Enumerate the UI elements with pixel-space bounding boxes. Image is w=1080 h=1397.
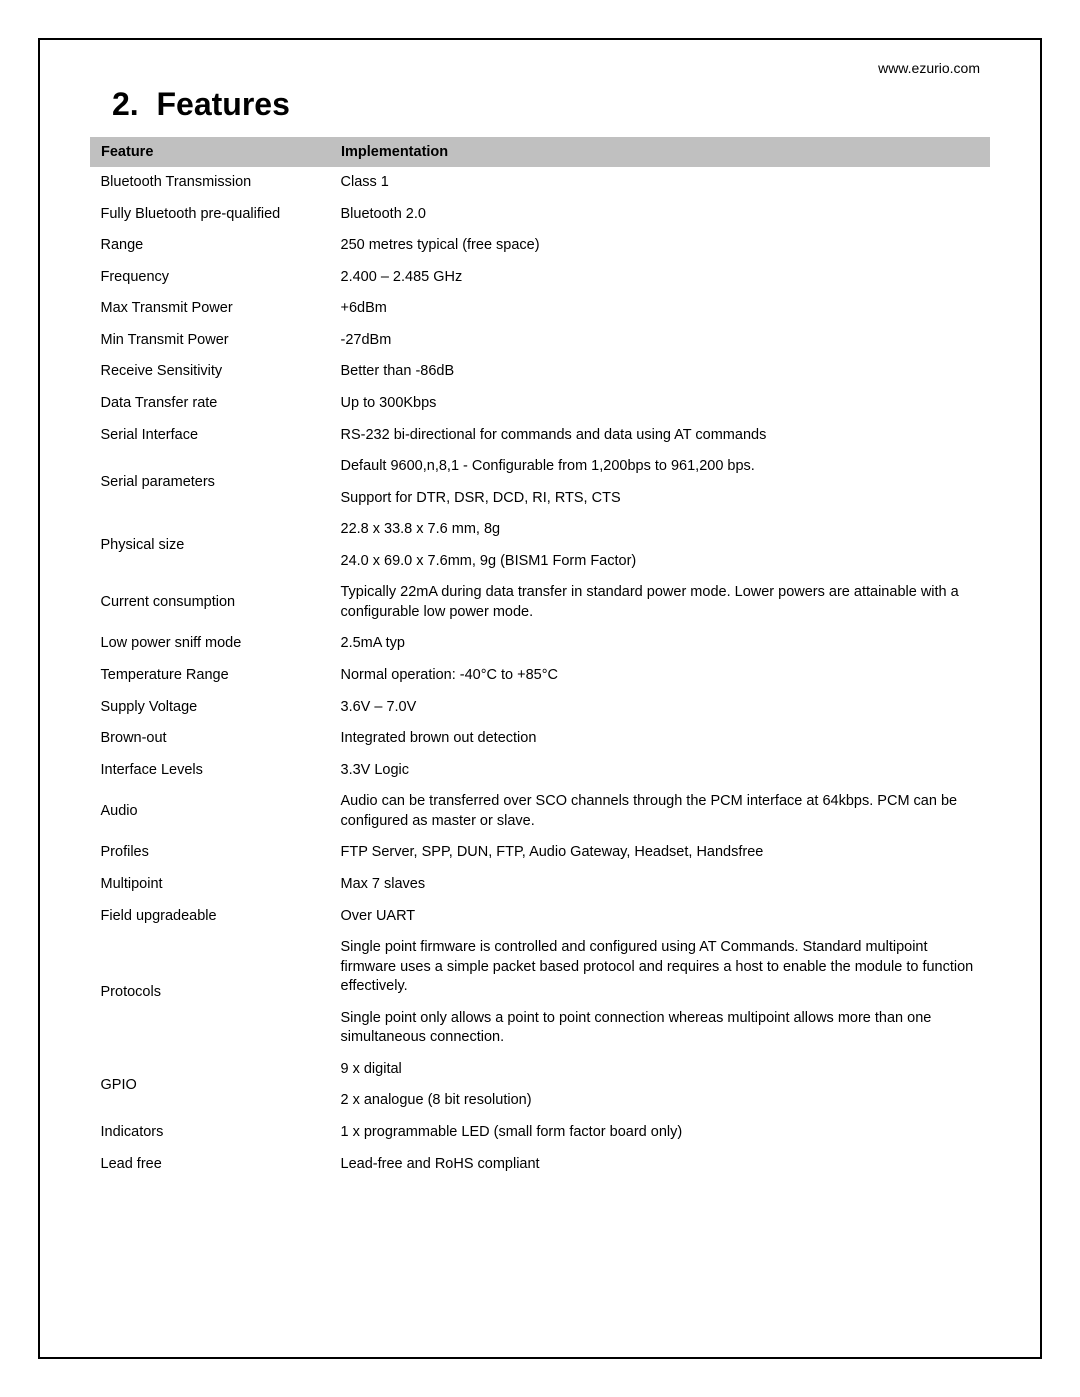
feature-cell: Field upgradeable xyxy=(91,901,331,933)
table-row: Brown-outIntegrated brown out detection xyxy=(91,723,990,755)
section-number: 2. xyxy=(112,86,139,122)
feature-cell: Fully Bluetooth pre-qualified xyxy=(91,199,331,231)
feature-cell: Temperature Range xyxy=(91,660,331,692)
feature-cell: Bluetooth Transmission xyxy=(91,167,331,199)
table-row: Data Transfer rateUp to 300Kbps xyxy=(91,388,990,420)
implementation-cell: FTP Server, SPP, DUN, FTP, Audio Gateway… xyxy=(331,837,990,869)
feature-cell: Lead free xyxy=(91,1149,331,1181)
implementation-cell: +6dBm xyxy=(331,293,990,325)
table-row: Bluetooth TransmissionClass 1 xyxy=(91,167,990,199)
implementation-cell: Default 9600,n,8,1 - Configurable from 1… xyxy=(331,451,990,483)
table-row: Serial parametersDefault 9600,n,8,1 - Co… xyxy=(91,451,990,483)
feature-cell: Frequency xyxy=(91,262,331,294)
table-row: Lead freeLead-free and RoHS compliant xyxy=(91,1149,990,1181)
header-url: www.ezurio.com xyxy=(90,60,990,76)
feature-cell: Serial Interface xyxy=(91,420,331,452)
feature-cell: Physical size xyxy=(91,514,331,577)
table-row: Min Transmit Power-27dBm xyxy=(91,325,990,357)
implementation-cell: Better than -86dB xyxy=(331,356,990,388)
implementation-cell: Over UART xyxy=(331,901,990,933)
table-row: Field upgradeableOver UART xyxy=(91,901,990,933)
table-row: Indicators1 x programmable LED (small fo… xyxy=(91,1117,990,1149)
col-feature: Feature xyxy=(91,138,331,167)
table-row: Low power sniff mode2.5mA typ xyxy=(91,628,990,660)
implementation-cell: Normal operation: -40°C to +85°C xyxy=(331,660,990,692)
implementation-cell: Up to 300Kbps xyxy=(331,388,990,420)
implementation-cell: Max 7 slaves xyxy=(331,869,990,901)
table-row: Receive SensitivityBetter than -86dB xyxy=(91,356,990,388)
table-row: Frequency2.400 – 2.485 GHz xyxy=(91,262,990,294)
implementation-cell: 1 x programmable LED (small form factor … xyxy=(331,1117,990,1149)
implementation-cell: Lead-free and RoHS compliant xyxy=(331,1149,990,1181)
implementation-cell: 2.400 – 2.485 GHz xyxy=(331,262,990,294)
table-row: Physical size22.8 x 33.8 x 7.6 mm, 8g xyxy=(91,514,990,546)
section-title-text: Features xyxy=(156,86,289,122)
implementation-cell: Audio can be transferred over SCO channe… xyxy=(331,786,990,837)
implementation-cell: Integrated brown out detection xyxy=(331,723,990,755)
table-row: Interface Levels3.3V Logic xyxy=(91,755,990,787)
section-title: 2. Features xyxy=(90,86,990,123)
feature-cell: Min Transmit Power xyxy=(91,325,331,357)
implementation-cell: Single point only allows a point to poin… xyxy=(331,1003,990,1054)
feature-cell: Range xyxy=(91,230,331,262)
feature-cell: Data Transfer rate xyxy=(91,388,331,420)
table-row: Serial InterfaceRS-232 bi-directional fo… xyxy=(91,420,990,452)
feature-cell: Profiles xyxy=(91,837,331,869)
implementation-cell: -27dBm xyxy=(331,325,990,357)
feature-cell: Max Transmit Power xyxy=(91,293,331,325)
table-row: AudioAudio can be transferred over SCO c… xyxy=(91,786,990,837)
table-row: Fully Bluetooth pre-qualifiedBluetooth 2… xyxy=(91,199,990,231)
features-table: Feature Implementation Bluetooth Transmi… xyxy=(90,137,990,1180)
table-row: ProfilesFTP Server, SPP, DUN, FTP, Audio… xyxy=(91,837,990,869)
feature-cell: Brown-out xyxy=(91,723,331,755)
implementation-cell: Class 1 xyxy=(331,167,990,199)
implementation-cell: 3.3V Logic xyxy=(331,755,990,787)
implementation-cell: 250 metres typical (free space) xyxy=(331,230,990,262)
table-header-row: Feature Implementation xyxy=(91,138,990,167)
page-frame: www.ezurio.com 2. Features Feature Imple… xyxy=(38,38,1042,1359)
implementation-cell: 2 x analogue (8 bit resolution) xyxy=(331,1085,990,1117)
feature-cell: Serial parameters xyxy=(91,451,331,514)
implementation-cell: 9 x digital xyxy=(331,1054,990,1086)
feature-cell: Current consumption xyxy=(91,577,331,628)
implementation-cell: Bluetooth 2.0 xyxy=(331,199,990,231)
table-row: Max Transmit Power+6dBm xyxy=(91,293,990,325)
table-row: MultipointMax 7 slaves xyxy=(91,869,990,901)
implementation-cell: 2.5mA typ xyxy=(331,628,990,660)
table-row: Temperature RangeNormal operation: -40°C… xyxy=(91,660,990,692)
table-row: Supply Voltage3.6V – 7.0V xyxy=(91,692,990,724)
feature-cell: Receive Sensitivity xyxy=(91,356,331,388)
feature-cell: Supply Voltage xyxy=(91,692,331,724)
implementation-cell: 3.6V – 7.0V xyxy=(331,692,990,724)
feature-cell: Multipoint xyxy=(91,869,331,901)
table-row: GPIO9 x digital xyxy=(91,1054,990,1086)
table-row: ProtocolsSingle point firmware is contro… xyxy=(91,932,990,1003)
table-row: Current consumptionTypically 22mA during… xyxy=(91,577,990,628)
feature-cell: Audio xyxy=(91,786,331,837)
implementation-cell: Single point firmware is controlled and … xyxy=(331,932,990,1003)
feature-cell: Interface Levels xyxy=(91,755,331,787)
feature-cell: Indicators xyxy=(91,1117,331,1149)
feature-cell: Protocols xyxy=(91,932,331,1054)
implementation-cell: 24.0 x 69.0 x 7.6mm, 9g (BISM1 Form Fact… xyxy=(331,546,990,578)
feature-cell: Low power sniff mode xyxy=(91,628,331,660)
implementation-cell: RS-232 bi-directional for commands and d… xyxy=(331,420,990,452)
col-implementation: Implementation xyxy=(331,138,990,167)
implementation-cell: 22.8 x 33.8 x 7.6 mm, 8g xyxy=(331,514,990,546)
table-row: Range250 metres typical (free space) xyxy=(91,230,990,262)
implementation-cell: Support for DTR, DSR, DCD, RI, RTS, CTS xyxy=(331,483,990,515)
feature-cell: GPIO xyxy=(91,1054,331,1117)
implementation-cell: Typically 22mA during data transfer in s… xyxy=(331,577,990,628)
